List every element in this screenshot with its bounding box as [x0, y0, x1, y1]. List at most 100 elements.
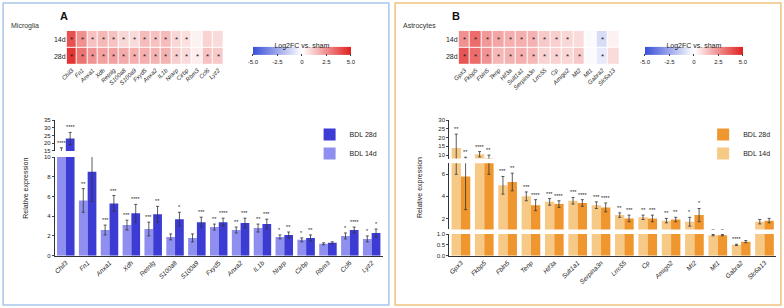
svg-text:Anxa1: Anxa1	[94, 259, 113, 278]
svg-text:***: ***	[123, 212, 130, 218]
svg-text:*: *	[698, 200, 701, 206]
svg-text:*: *	[497, 35, 500, 44]
svg-text:*: *	[463, 35, 466, 44]
svg-text:**: **	[454, 126, 459, 132]
svg-text:Anxa2: Anxa2	[141, 67, 158, 84]
svg-text:Amigo2: Amigo2	[551, 67, 571, 87]
svg-text:*: *	[175, 52, 178, 61]
svg-text:***: ***	[523, 184, 530, 190]
svg-text:Hif3a: Hif3a	[542, 259, 558, 275]
svg-text:Fn1: Fn1	[78, 259, 91, 272]
svg-text:Xdh: Xdh	[94, 67, 107, 80]
svg-text:*: *	[133, 35, 136, 44]
svg-text:2: 2	[47, 233, 51, 239]
svg-text:*: *	[143, 35, 146, 44]
svg-text:Amigo2: Amigo2	[653, 259, 675, 281]
svg-text:*: *	[91, 52, 94, 61]
svg-text:*: *	[81, 52, 84, 61]
svg-text:Slc6a13: Slc6a13	[746, 259, 768, 281]
svg-text:****: ****	[475, 144, 484, 150]
svg-text:Lyz2: Lyz2	[208, 67, 222, 81]
svg-text:Cp: Cp	[549, 67, 559, 77]
svg-text:Fn1: Fn1	[74, 67, 86, 79]
svg-text:*: *	[278, 227, 281, 233]
svg-text:***: ***	[198, 209, 205, 215]
svg-text:***: ***	[499, 168, 506, 174]
svg-text:Ccl6: Ccl6	[339, 259, 353, 273]
svg-text:****: ****	[350, 219, 359, 225]
svg-text:Lrrc55: Lrrc55	[531, 67, 548, 84]
svg-text:**: **	[286, 224, 291, 230]
svg-text:Fxyd5: Fxyd5	[204, 259, 222, 277]
svg-text:*: *	[102, 52, 105, 61]
svg-text:****: ****	[601, 195, 610, 201]
svg-text:**: **	[234, 219, 239, 225]
svg-text:**: **	[673, 209, 678, 215]
svg-text:*: *	[543, 35, 546, 44]
svg-text:*: *	[578, 52, 581, 61]
svg-text:Sult1a1: Sult1a1	[560, 259, 581, 280]
svg-text:*: *	[91, 35, 94, 44]
svg-text:Cp: Cp	[640, 259, 652, 271]
svg-text:Fkbp5: Fkbp5	[470, 259, 489, 278]
svg-text:*: *	[688, 209, 691, 215]
svg-text:S100a8: S100a8	[157, 259, 178, 280]
svg-text:*: *	[70, 52, 73, 61]
svg-text:BDL 14d: BDL 14d	[350, 150, 377, 157]
svg-text:***: ***	[649, 207, 656, 213]
svg-text:**: **	[510, 165, 515, 171]
svg-text:Chil3: Chil3	[61, 67, 75, 81]
svg-text:35: 35	[44, 117, 51, 123]
svg-text:*: *	[555, 35, 558, 44]
svg-text:2: 2	[442, 216, 446, 222]
svg-text:Nrarp: Nrarp	[271, 259, 288, 276]
svg-text:***: ***	[145, 214, 152, 220]
svg-text:*: *	[509, 35, 512, 44]
svg-text:S100a8: S100a8	[108, 67, 127, 86]
svg-text:**: **	[155, 198, 160, 204]
svg-text:6: 6	[442, 171, 446, 177]
svg-text:***: ***	[263, 211, 270, 217]
svg-text:Gabra2: Gabra2	[587, 67, 606, 86]
svg-text:*: *	[154, 35, 157, 44]
svg-text:Serpina3n: Serpina3n	[512, 67, 536, 91]
svg-text:Log2FC vs. sham: Log2FC vs. sham	[666, 42, 721, 50]
svg-text:**: **	[308, 227, 313, 233]
svg-text:**: **	[641, 207, 646, 213]
svg-text:2.5: 2.5	[714, 59, 723, 65]
svg-text:*: *	[520, 35, 523, 44]
svg-text:*: *	[486, 35, 489, 44]
svg-text:25: 25	[438, 126, 445, 132]
svg-text:Lyz2: Lyz2	[360, 259, 376, 275]
svg-text:Slc6a13: Slc6a13	[597, 67, 617, 87]
svg-text:*: *	[164, 52, 167, 61]
svg-text:Fkbp5: Fkbp5	[463, 67, 480, 84]
svg-text:2.5: 2.5	[322, 59, 331, 65]
svg-text:*: *	[566, 52, 569, 61]
svg-text:Astrocytes: Astrocytes	[403, 22, 436, 30]
svg-text:30: 30	[44, 125, 51, 131]
svg-text:10: 10	[44, 154, 51, 160]
svg-text:6: 6	[47, 194, 51, 200]
svg-text:BDL 28d: BDL 28d	[743, 131, 770, 138]
svg-text:****: ****	[554, 193, 563, 199]
svg-text:0: 0	[47, 253, 51, 259]
svg-text:Mt2: Mt2	[685, 259, 698, 272]
svg-text:*: *	[143, 52, 146, 61]
svg-text:****: ****	[578, 192, 587, 198]
svg-text:Log2FC vs. sham: Log2FC vs. sham	[274, 42, 329, 50]
svg-text:20: 20	[44, 140, 51, 146]
svg-text:***: ***	[241, 210, 248, 216]
svg-text:4: 4	[47, 213, 51, 219]
svg-text:*: *	[543, 52, 546, 61]
svg-text:IL1b: IL1b	[252, 259, 266, 273]
svg-text:***: ***	[593, 194, 600, 200]
svg-text:*: *	[486, 52, 489, 61]
svg-text:*: *	[196, 52, 199, 61]
svg-text:Gabra2: Gabra2	[724, 259, 745, 280]
svg-text:*: *	[178, 204, 181, 210]
svg-text:***: ***	[102, 217, 109, 223]
svg-text:*: *	[532, 52, 535, 61]
svg-text:*: *	[497, 52, 500, 61]
svg-text:*: *	[112, 52, 115, 61]
